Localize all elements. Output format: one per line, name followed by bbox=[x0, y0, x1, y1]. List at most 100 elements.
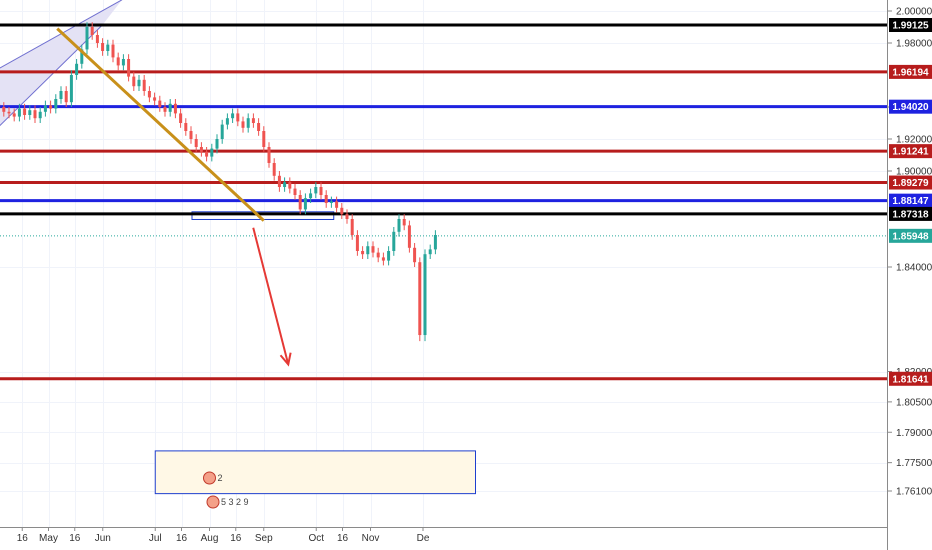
candle-body bbox=[80, 49, 84, 64]
candle-body bbox=[12, 113, 16, 117]
trendline bbox=[56, 27, 265, 222]
x-tick-label: Nov bbox=[362, 533, 380, 544]
event-marker-icon bbox=[206, 495, 220, 509]
current-price-label: 1.85948 bbox=[889, 228, 932, 243]
event-marker-icon bbox=[203, 471, 216, 485]
candle-body bbox=[376, 252, 380, 258]
candle-body bbox=[428, 249, 432, 255]
candle-body bbox=[225, 118, 229, 125]
candle-body bbox=[132, 76, 136, 87]
x-tick-label: Oct bbox=[308, 533, 324, 544]
level-label-1.87318-text: 1.87318 bbox=[892, 209, 929, 220]
level-label-1.87318-box bbox=[889, 206, 932, 221]
candle-body bbox=[241, 121, 245, 128]
y-tick-label: 1.84000 bbox=[896, 263, 932, 274]
level-label-1.96194-text: 1.96194 bbox=[892, 67, 929, 78]
level-label-1.88147-box bbox=[889, 193, 932, 208]
candle-body bbox=[59, 91, 63, 99]
candle-body bbox=[236, 113, 240, 122]
candle-body bbox=[33, 110, 37, 119]
candle-body bbox=[147, 91, 151, 98]
candle-body bbox=[111, 44, 115, 58]
event-label: 5 3 2 9 bbox=[221, 497, 249, 507]
candle-body bbox=[189, 131, 193, 139]
candle-body bbox=[7, 111, 11, 114]
candle-body bbox=[54, 99, 58, 109]
level-label-1.87318: 1.87318 bbox=[889, 206, 932, 221]
level-label-1.89279-box bbox=[889, 175, 932, 190]
level-label-1.99125-text: 1.99125 bbox=[892, 21, 929, 32]
x-tick-label: 16 bbox=[230, 533, 242, 544]
candle-body bbox=[179, 113, 183, 123]
candle-body bbox=[355, 235, 359, 251]
current-price-label-text: 1.85948 bbox=[892, 231, 929, 242]
candle-body bbox=[303, 198, 307, 210]
candle-body bbox=[361, 251, 365, 255]
candle-body bbox=[283, 182, 287, 187]
candle-body bbox=[381, 257, 385, 261]
candle-body bbox=[43, 105, 47, 112]
candle-body bbox=[168, 103, 172, 112]
candle-body bbox=[184, 123, 188, 131]
candle-body bbox=[90, 27, 94, 35]
x-tick-label: 16 bbox=[17, 533, 29, 544]
event-label: 2 bbox=[218, 473, 223, 483]
candle-body bbox=[257, 123, 261, 131]
level-label-1.81641-text: 1.81641 bbox=[892, 374, 929, 385]
x-tick-label: Sep bbox=[255, 533, 273, 544]
candle-body bbox=[49, 105, 53, 109]
time-axis-background[interactable] bbox=[0, 527, 887, 550]
zone-rect-2 bbox=[154, 450, 476, 495]
x-axis: 16 May 16 Jun Jul 16 Aug 16 Sep Oct 16 Nov De bbox=[17, 527, 430, 544]
candle-body bbox=[402, 219, 406, 226]
candle-body bbox=[23, 108, 27, 115]
candle-body bbox=[231, 113, 235, 119]
candle-body bbox=[215, 139, 219, 149]
level-label-1.81641-box bbox=[889, 371, 932, 386]
candle-body bbox=[329, 201, 333, 203]
candle-body bbox=[194, 139, 198, 147]
level-label-1.89279: 1.89279 bbox=[889, 175, 932, 190]
x-tick-label: 16 bbox=[337, 533, 349, 544]
arrow-shaft bbox=[252, 227, 290, 365]
candle-body bbox=[121, 59, 125, 66]
level-lines bbox=[0, 23, 887, 381]
candle-body bbox=[199, 147, 203, 152]
candle-body bbox=[350, 219, 354, 235]
level-label-1.91241: 1.91241 bbox=[889, 144, 932, 159]
candle-body bbox=[319, 187, 323, 195]
candle-body bbox=[418, 262, 422, 336]
candle-body bbox=[309, 193, 313, 199]
candle-body bbox=[277, 175, 281, 187]
events: 2 5 3 2 9 bbox=[203, 471, 249, 509]
level-label-1.96194: 1.96194 bbox=[889, 64, 932, 79]
level-label-1.88147: 1.88147 bbox=[889, 193, 932, 208]
level-label-1.94020: 1.94020 bbox=[889, 99, 932, 114]
candle-body bbox=[153, 97, 157, 101]
channel-upper-line bbox=[0, 0, 123, 69]
candle-body bbox=[298, 195, 302, 210]
level-label-1.99125: 1.99125 bbox=[889, 18, 932, 32]
y-tick-label: 1.79000 bbox=[896, 428, 932, 439]
candle-body bbox=[137, 79, 141, 87]
candle-body bbox=[246, 118, 250, 128]
level-label-1.88147-text: 1.88147 bbox=[892, 196, 929, 207]
candle-body bbox=[371, 246, 375, 253]
level-label-1.89279-text: 1.89279 bbox=[892, 178, 929, 189]
level-label-1.81641: 1.81641 bbox=[889, 371, 932, 386]
candle-body bbox=[366, 246, 370, 255]
candle-body bbox=[267, 147, 271, 163]
candle-body bbox=[392, 231, 396, 251]
y-tick-label: 1.76100 bbox=[896, 487, 932, 498]
candle-body bbox=[293, 188, 297, 195]
level-label-1.91241-text: 1.91241 bbox=[892, 147, 929, 158]
candle-body bbox=[85, 27, 89, 50]
candle-body bbox=[38, 111, 42, 119]
y-tick-label: 1.77500 bbox=[896, 458, 932, 469]
x-tick-label: Jun bbox=[95, 533, 111, 544]
level-label-1.94020-box bbox=[889, 99, 932, 114]
plot-background bbox=[0, 0, 887, 527]
price-axis-background[interactable] bbox=[887, 0, 932, 550]
